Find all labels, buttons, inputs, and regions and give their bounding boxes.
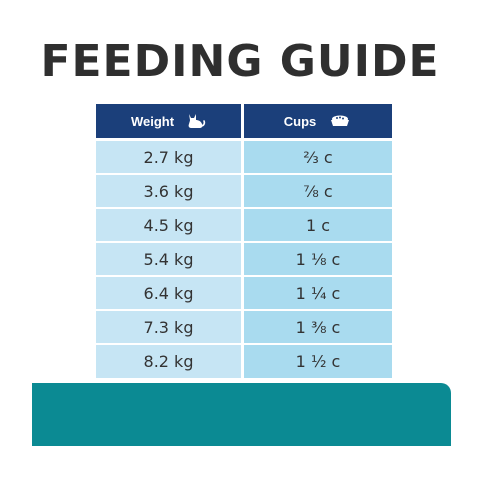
- weight-column-header: Weight: [96, 104, 241, 138]
- cups-cell: ⅞ c: [244, 175, 392, 207]
- weight-cell: 2.7 kg: [96, 141, 241, 173]
- table-row: 2.7 kg ⅔ c: [96, 141, 392, 175]
- cups-cell: 1 ½ c: [244, 345, 392, 378]
- cups-cell: 1 ⅜ c: [244, 311, 392, 343]
- cups-cell: 1 ⅛ c: [244, 243, 392, 275]
- table-row: 5.4 kg 1 ⅛ c: [96, 243, 392, 277]
- weight-header-label: Weight: [130, 113, 175, 129]
- table-body: 2.7 kg ⅔ c 3.6 kg ⅞ c 4.5 kg 1 c 5.4 kg …: [96, 141, 392, 378]
- page-title: FEEDING GUIDE: [40, 36, 440, 87]
- cups-cell: 1 c: [244, 209, 392, 241]
- cups-column-header: Cups: [244, 104, 392, 138]
- cat-icon: [186, 112, 206, 130]
- table-row: 4.5 kg 1 c: [96, 209, 392, 243]
- cups-header-label: Cups: [283, 113, 317, 129]
- table-row: 7.3 kg 1 ⅜ c: [96, 311, 392, 345]
- table-row: 8.2 kg 1 ½ c: [96, 345, 392, 378]
- teal-footer-band: [32, 383, 451, 446]
- weight-cell: 3.6 kg: [96, 175, 241, 207]
- weight-cell: 5.4 kg: [96, 243, 241, 275]
- feeding-table: Weight Cups: [96, 104, 392, 378]
- table-row: 6.4 kg 1 ¼ c: [96, 277, 392, 311]
- cups-cell: ⅔ c: [244, 141, 392, 173]
- weight-cell: 4.5 kg: [96, 209, 241, 241]
- table-header: Weight Cups: [96, 104, 392, 138]
- weight-cell: 7.3 kg: [96, 311, 241, 343]
- weight-cell: 6.4 kg: [96, 277, 241, 309]
- cups-cell: 1 ¼ c: [244, 277, 392, 309]
- food-bowl-icon: [328, 113, 352, 129]
- weight-cell: 8.2 kg: [96, 345, 241, 378]
- table-row: 3.6 kg ⅞ c: [96, 175, 392, 209]
